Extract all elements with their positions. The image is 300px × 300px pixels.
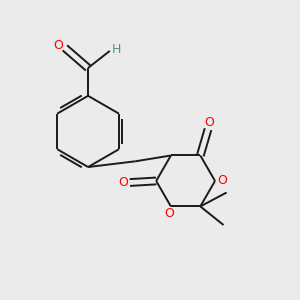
Text: O: O [118, 176, 128, 189]
Text: O: O [205, 116, 214, 130]
Text: O: O [53, 40, 63, 52]
Text: H: H [112, 43, 121, 56]
Text: O: O [218, 174, 227, 187]
Text: O: O [164, 207, 174, 220]
